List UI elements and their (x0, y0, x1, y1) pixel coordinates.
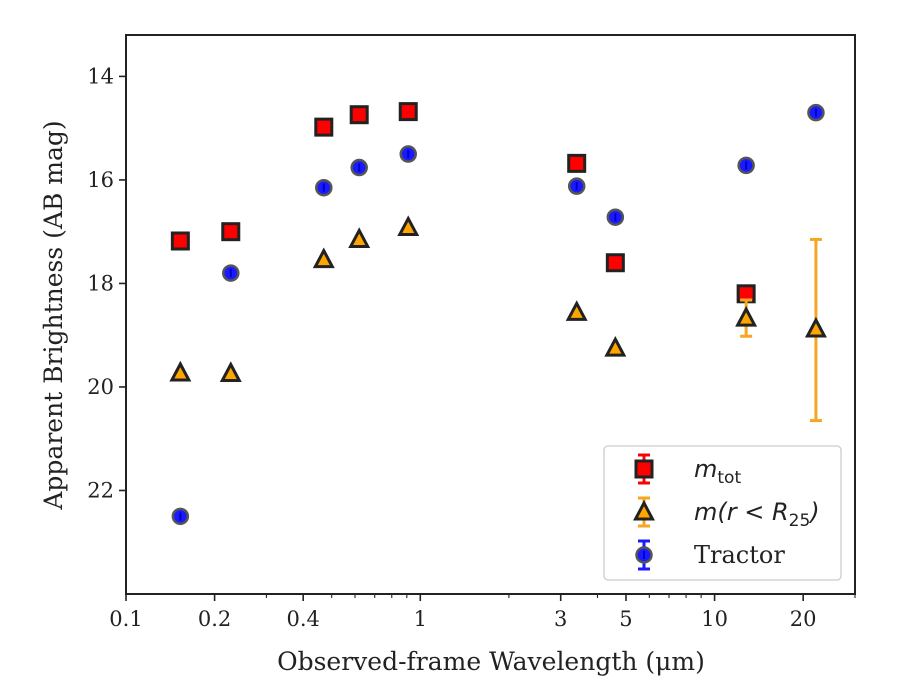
legend-item: Tractor (635, 539, 785, 571)
series-square (170, 102, 756, 304)
x-tick-label: 0.2 (198, 607, 231, 631)
data-point-square (398, 102, 418, 122)
y-axis-label: Apparent Brightness (AB mag) (39, 120, 68, 510)
y-tick-label: 14 (87, 64, 114, 88)
legend-marker-square (634, 459, 654, 479)
data-point-triangle (397, 215, 420, 237)
data-marks (169, 102, 827, 526)
series-circle (171, 103, 825, 526)
data-point-square (605, 253, 625, 273)
x-tick-label: 1 (414, 607, 427, 631)
data-point-square (567, 153, 587, 173)
plot-frame (125, 34, 856, 595)
x-tick-label: 0.1 (109, 607, 142, 631)
data-point-square (349, 105, 369, 125)
legend-box (603, 445, 842, 581)
data-point-triangle (804, 316, 827, 338)
y-tick-label: 16 (87, 168, 114, 192)
data-point-square (221, 222, 241, 242)
data-point-triangle (565, 300, 588, 321)
legend-label: Tractor (694, 541, 785, 569)
x-axis-label: Observed-frame Wavelength (μm) (277, 647, 705, 676)
data-point-square (314, 117, 334, 137)
y-tick-label: 18 (87, 271, 114, 295)
x-tick-label: 3 (554, 607, 567, 631)
x-tick-label: 5 (619, 607, 632, 631)
data-point-triangle (735, 305, 758, 327)
legend-marker-triangle (633, 499, 655, 521)
data-point-triangle (604, 335, 627, 357)
data-point-triangle (169, 360, 192, 382)
x-tick-label: 0.4 (286, 607, 319, 631)
legend-item: mtot (634, 453, 741, 488)
legend-label: m(r < R25) (694, 498, 820, 531)
data-point-triangle (312, 247, 335, 269)
x-tick-label: 20 (790, 607, 817, 631)
y-tick-label: 22 (87, 478, 114, 502)
data-point-square (170, 231, 190, 251)
axes: 0.1 0.2 0.4 1 3 5 10 20 14 16 18 20 22 (87, 64, 856, 631)
legend-label: mtot (694, 455, 741, 488)
legend: mtot m(r < R25) Tractor (603, 445, 842, 581)
series-triangle (169, 215, 827, 423)
data-point-triangle (219, 361, 242, 383)
legend-item: m(r < R25) (633, 496, 820, 531)
x-tick-label: 10 (701, 607, 728, 631)
y-tick-label: 20 (87, 375, 114, 399)
data-point-triangle (348, 227, 371, 248)
